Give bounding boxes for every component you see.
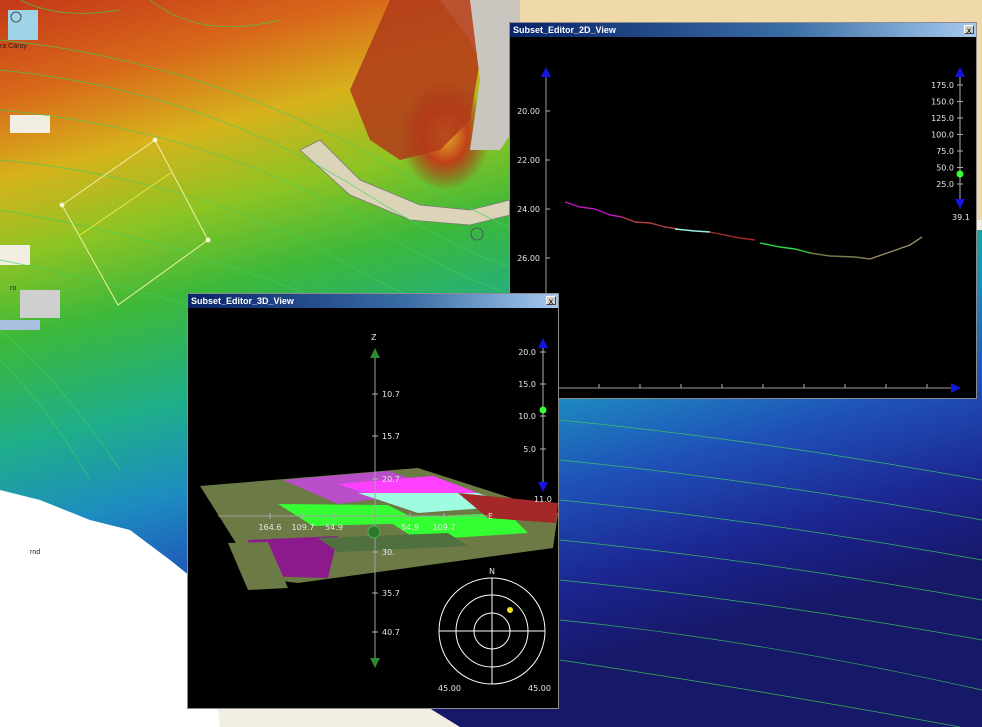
compass-left-angle: 45.00 — [438, 684, 461, 693]
compass-north-label: N — [489, 567, 495, 576]
slider-tick-label: 125.0 — [931, 114, 954, 123]
map-marker-icon — [10, 11, 22, 23]
slider-thumb[interactable] — [956, 170, 964, 178]
e-tick-label: 54.9 — [401, 523, 419, 532]
subset-editor-2d-window[interactable]: Subset_Editor_2D_View x 20.00 22.00 24.00 2… — [509, 22, 977, 406]
slider-down-arrow-icon[interactable] — [538, 482, 548, 492]
x-tick-label: 200.00 — [667, 397, 695, 398]
slider-tick-label: 150.0 — [931, 98, 954, 107]
point-cloud-surface — [200, 468, 558, 590]
x-tick-label: 500.00 — [913, 397, 941, 398]
x-tick-label: 350.00 — [790, 397, 818, 398]
window-title: Subset_Editor_2D_View — [513, 25, 616, 35]
slider-value: 11.0 — [534, 495, 552, 504]
window-titlebar[interactable]: Subset_Editor_2D_View x — [510, 23, 976, 37]
x-tick-label: 300.00 — [749, 397, 777, 398]
x-tick-label: 400.00 — [831, 397, 859, 398]
y-tick-label: 26.00 — [517, 254, 540, 263]
slider-tick-label: 175.0 — [931, 81, 954, 90]
x-tick-label: 450.00 — [872, 397, 900, 398]
slider-tick-label: 10.0 — [518, 412, 536, 421]
y-axis-arrow-icon — [541, 67, 551, 77]
z-tick-label: 10.7 — [382, 390, 400, 399]
e-axis-label: E — [488, 512, 493, 521]
slider-tick-label: 25.0 — [936, 180, 954, 189]
e-tick-label: 164.6 — [259, 523, 282, 532]
x-tick-label: 150.00 — [626, 397, 654, 398]
x-tick-label: 250.00 — [708, 397, 736, 398]
survey-selection-box[interactable] — [59, 137, 211, 306]
map-marker-icon — [470, 227, 484, 241]
compass-position-marker — [507, 607, 513, 613]
slider-up-arrow-icon[interactable] — [955, 67, 965, 77]
slider-tick-label: 5.0 — [523, 445, 536, 454]
z-axis-bottom-arrow-icon — [370, 658, 380, 668]
x-tick-label: 100.00 — [585, 397, 613, 398]
subset-editor-3d-window[interactable]: Subset_Editor_3D_View x E 164.6 109.7 54.9… — [187, 293, 559, 709]
close-button[interactable]: x — [964, 25, 974, 35]
slider-tick-label: 50.0 — [936, 164, 954, 173]
map-label: ra Caroy — [0, 43, 27, 50]
view-center-marker[interactable] — [367, 525, 381, 539]
sounding-profile — [564, 201, 923, 260]
slider-value: 39.1 — [952, 213, 970, 222]
y-tick-label: 22.00 — [517, 156, 540, 165]
z-tick-label: 30. — [382, 548, 395, 557]
slider-tick-label: 15.0 — [518, 380, 536, 389]
slider-tick-label: 100.0 — [931, 131, 954, 140]
slider-up-arrow-icon[interactable] — [538, 338, 548, 348]
slider-thumb[interactable] — [539, 406, 547, 414]
window-titlebar[interactable]: Subset_Editor_3D_View x — [188, 294, 558, 308]
slider-tick-label: 20.0 — [518, 348, 536, 357]
x-axis-arrow-icon — [951, 383, 961, 393]
surface-3d-view[interactable]: E 164.6 109.7 54.9 54.9 109.7 Z 10.7 15.7 20.7… — [188, 308, 558, 708]
e-tick-label: 54.9 — [325, 523, 343, 532]
window-title: Subset_Editor_3D_View — [191, 296, 294, 306]
map-label: rnd — [30, 549, 40, 556]
z-tick-label: 35.7 — [382, 589, 400, 598]
y-tick-label: 20.00 — [517, 107, 540, 116]
z-axis-top-arrow-icon — [370, 348, 380, 358]
e-tick-label: 109.7 — [433, 523, 456, 532]
compass-widget[interactable] — [438, 577, 546, 685]
z-tick-label: 15.7 — [382, 432, 400, 441]
slider-tick-label: 75.0 — [936, 147, 954, 156]
e-tick-label: 109.7 — [292, 523, 315, 532]
z-tick-label: 20.7 — [382, 475, 400, 484]
slider-down-arrow-icon[interactable] — [955, 199, 965, 209]
close-button[interactable]: x — [546, 296, 556, 306]
y-tick-label: 24.00 — [517, 205, 540, 214]
z-axis-label: Z — [371, 333, 377, 342]
map-label: ro — [10, 285, 16, 292]
compass-right-angle: 45.00 — [528, 684, 551, 693]
z-tick-label: 40.7 — [382, 628, 400, 637]
